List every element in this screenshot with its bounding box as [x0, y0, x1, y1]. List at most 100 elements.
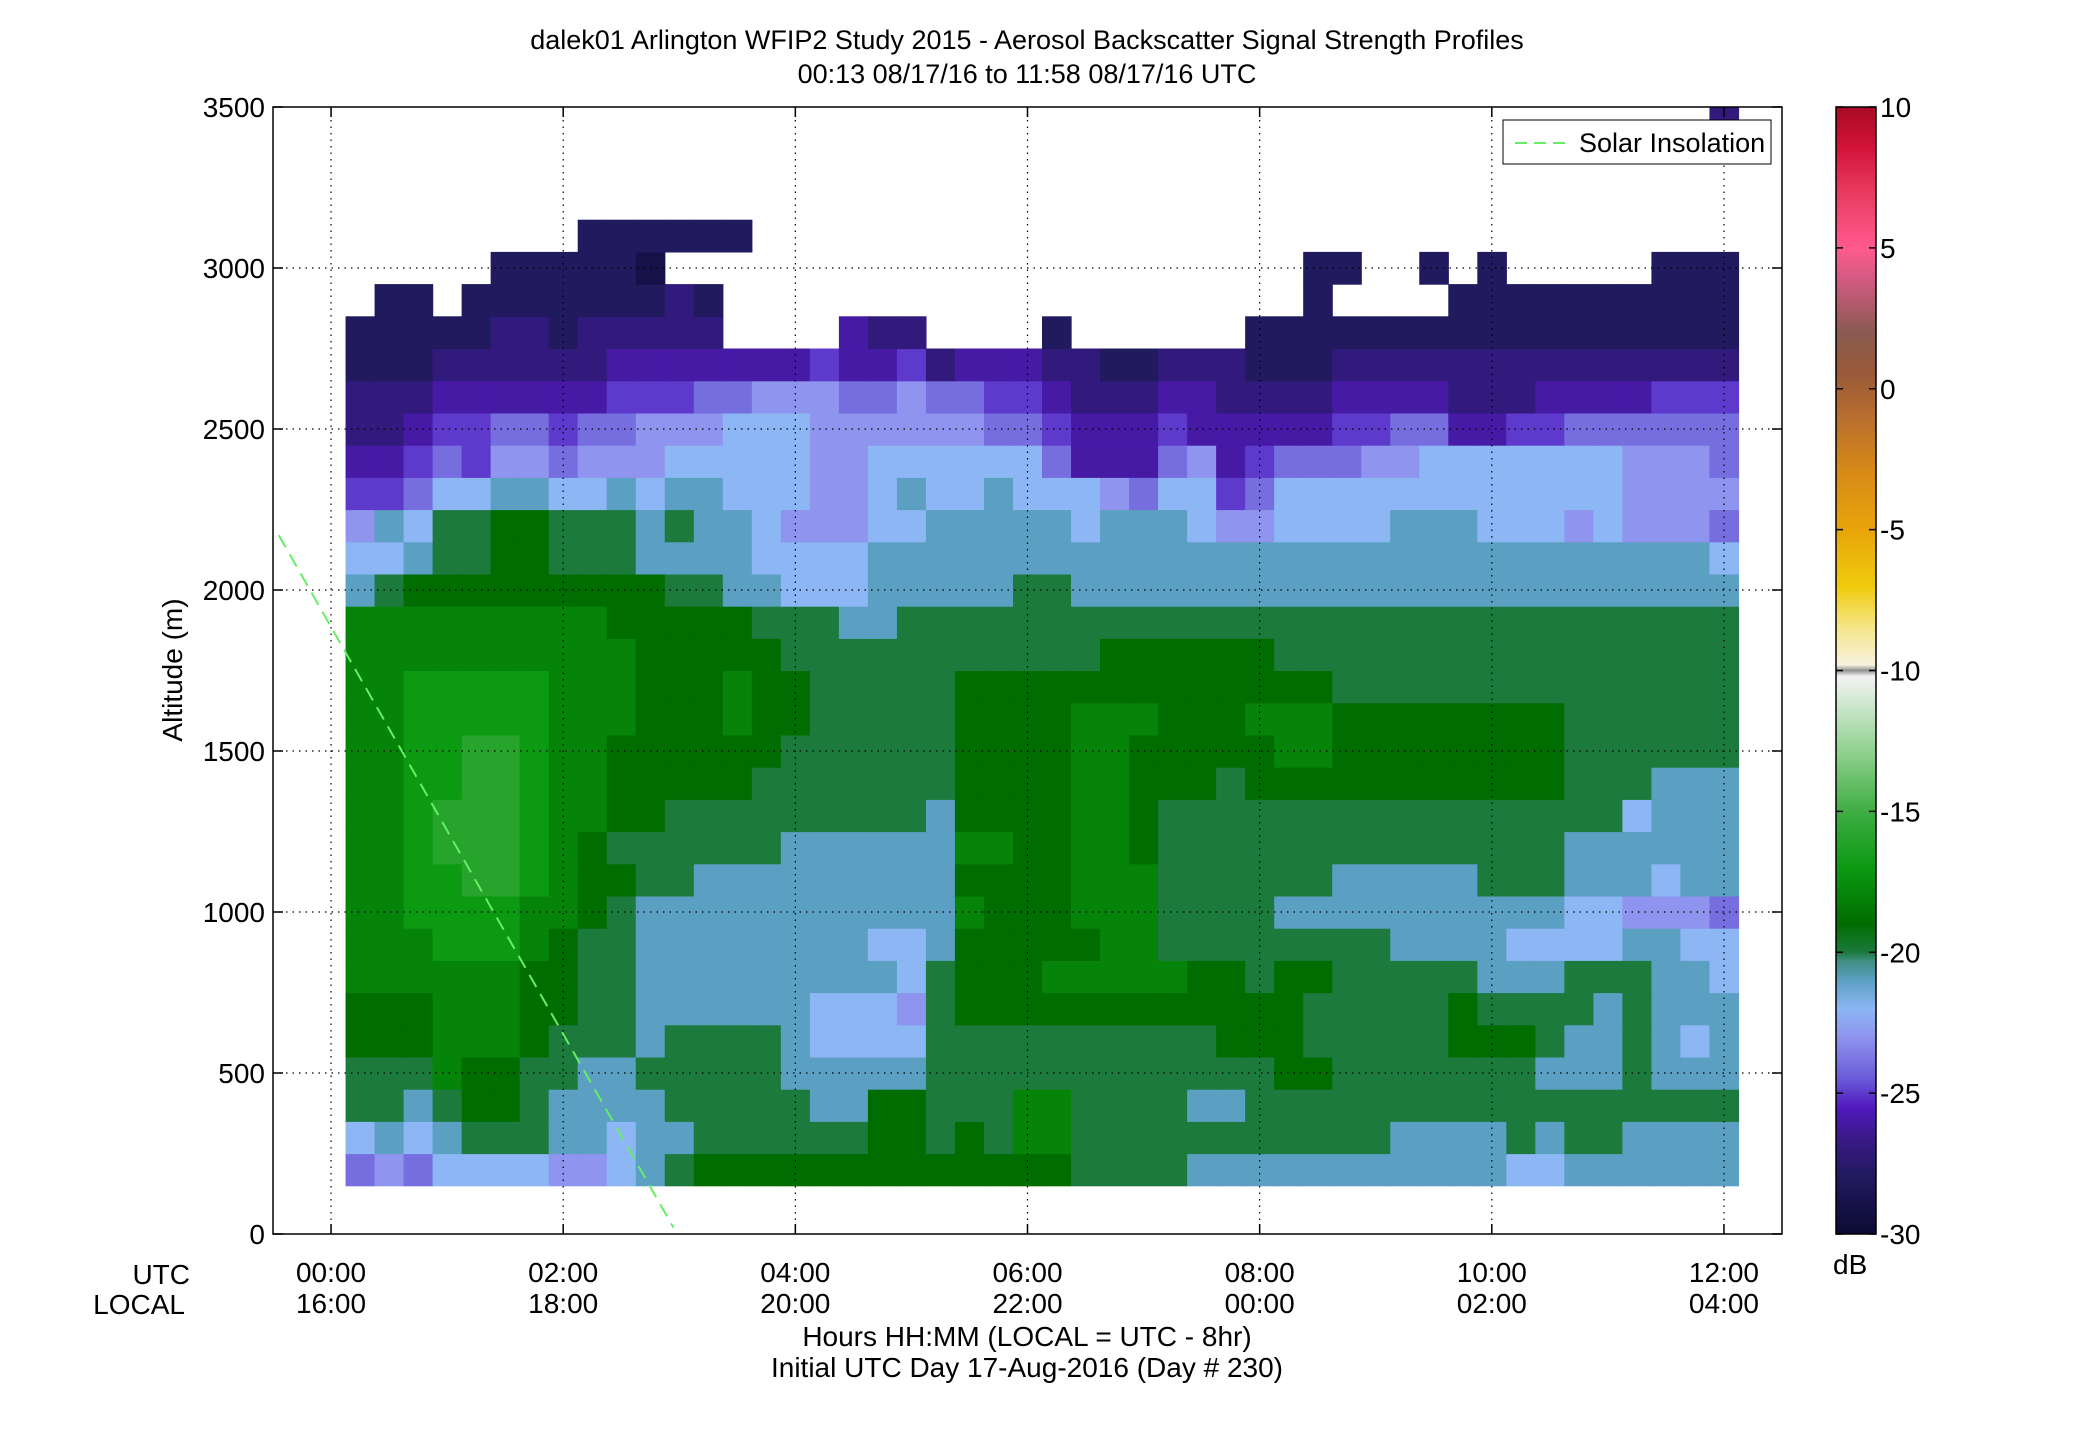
- heatmap-cell: [606, 606, 637, 639]
- heatmap-cell: [1216, 767, 1246, 800]
- heatmap-cell: [693, 509, 724, 543]
- heatmap-cell: [519, 1121, 550, 1155]
- heatmap-cell: [432, 1121, 463, 1155]
- heatmap-cell: [722, 734, 753, 768]
- heatmap-cell: [374, 541, 405, 575]
- heatmap-cell: [519, 799, 550, 833]
- heatmap-cell: [1012, 1153, 1043, 1187]
- heatmap-cell: [1564, 316, 1594, 350]
- heatmap-cell: [780, 638, 811, 672]
- heatmap-cell: [345, 573, 376, 607]
- heatmap-cell: [1622, 799, 1653, 833]
- heatmap-cell: [1390, 928, 1420, 961]
- heatmap-cell: [577, 670, 608, 704]
- heatmap-cell: [1100, 702, 1130, 736]
- heatmap-cell: [1012, 831, 1043, 865]
- heatmap-cell: [1622, 284, 1653, 317]
- heatmap-cell: [1419, 928, 1449, 961]
- heatmap-cell: [1274, 1153, 1304, 1187]
- heatmap-cell: [838, 1089, 869, 1122]
- heatmap-cell: [403, 477, 434, 511]
- heatmap-cell: [1622, 670, 1653, 704]
- heatmap-cell: [722, 445, 753, 478]
- heatmap-cell: [1390, 445, 1420, 478]
- heatmap-cell: [1477, 348, 1507, 382]
- heatmap-cell: [1622, 992, 1653, 1026]
- heatmap-cell: [1100, 348, 1130, 382]
- heatmap-cell: [1448, 380, 1478, 414]
- heatmap-cell: [664, 638, 695, 672]
- x-tick-label-utc: 02:00: [528, 1257, 598, 1288]
- heatmap-cell: [1448, 316, 1478, 350]
- heatmap-cell: [432, 573, 463, 607]
- heatmap-cell: [1303, 1089, 1333, 1122]
- heatmap-cell: [809, 606, 840, 639]
- heatmap-cell: [1012, 445, 1043, 478]
- heatmap-cell: [606, 445, 637, 478]
- heatmap-cell: [1274, 445, 1304, 478]
- heatmap-cell: [1012, 1024, 1043, 1058]
- heatmap-cell: [577, 348, 608, 382]
- heatmap-cell: [983, 960, 1014, 994]
- heatmap-cell: [1419, 992, 1449, 1026]
- heatmap-cell: [867, 863, 898, 897]
- heatmap-cell: [896, 1089, 927, 1122]
- heatmap-cell: [1564, 412, 1594, 446]
- heatmap-cell: [1506, 1121, 1536, 1155]
- heatmap-cell: [838, 445, 869, 478]
- heatmap-cell: [954, 767, 985, 800]
- heatmap-cell: [1245, 445, 1275, 478]
- heatmap-cell: [780, 477, 811, 511]
- heatmap-cell: [1158, 734, 1188, 768]
- heatmap-cell: [1245, 412, 1275, 446]
- heatmap-cell: [1593, 445, 1623, 478]
- heatmap-cell: [490, 992, 521, 1026]
- heatmap-cell: [1042, 477, 1072, 511]
- x-row-label-local: LOCAL: [93, 1289, 185, 1320]
- y-tick-label: 0: [249, 1219, 265, 1250]
- heatmap-cell: [693, 863, 724, 897]
- heatmap-cell: [577, 960, 608, 994]
- heatmap-cell: [1303, 380, 1333, 414]
- heatmap-cell: [925, 1024, 956, 1058]
- heatmap-cell: [722, 670, 753, 704]
- heatmap-cell: [1477, 863, 1507, 897]
- heatmap-cell: [954, 928, 985, 961]
- heatmap-cell: [1477, 606, 1507, 639]
- heatmap-cell: [1622, 767, 1653, 800]
- heatmap-cell: [1535, 509, 1565, 543]
- heatmap-cell: [1332, 895, 1362, 929]
- heatmap-cell: [664, 1153, 695, 1187]
- heatmap-cell: [1332, 702, 1362, 736]
- heatmap-cell: [1651, 992, 1682, 1026]
- heatmap-cell: [1680, 412, 1711, 446]
- heatmap-cell: [1216, 960, 1246, 994]
- heatmap-cell: [606, 509, 637, 543]
- heatmap-cell: [1564, 799, 1594, 833]
- heatmap-cell: [1448, 992, 1478, 1026]
- heatmap-cell: [1506, 863, 1536, 897]
- heatmap-cell: [1419, 960, 1449, 994]
- heatmap-cell: [461, 380, 492, 414]
- heatmap-cell: [1477, 316, 1507, 350]
- heatmap-cell: [693, 380, 724, 414]
- heatmap-cell: [809, 863, 840, 897]
- heatmap-cell: [403, 1121, 434, 1155]
- heatmap-cell: [606, 863, 637, 897]
- heatmap-cell: [1506, 1024, 1536, 1058]
- heatmap-cell: [1448, 1089, 1478, 1122]
- heatmap-cell: [432, 992, 463, 1026]
- heatmap-cell: [1303, 895, 1333, 929]
- heatmap-cell: [867, 767, 898, 800]
- heatmap-cell: [809, 541, 840, 575]
- heatmap-cell: [432, 1056, 463, 1090]
- heatmap-cell: [548, 638, 579, 672]
- heatmap-cell: [1390, 670, 1420, 704]
- heatmap-cell: [838, 670, 869, 704]
- heatmap-cell: [1332, 573, 1362, 607]
- heatmap-cell: [1535, 702, 1565, 736]
- heatmap-cell: [519, 477, 550, 511]
- heatmap-cell: [1651, 445, 1682, 478]
- heatmap-cell: [925, 767, 956, 800]
- heatmap-cell: [1245, 992, 1275, 1026]
